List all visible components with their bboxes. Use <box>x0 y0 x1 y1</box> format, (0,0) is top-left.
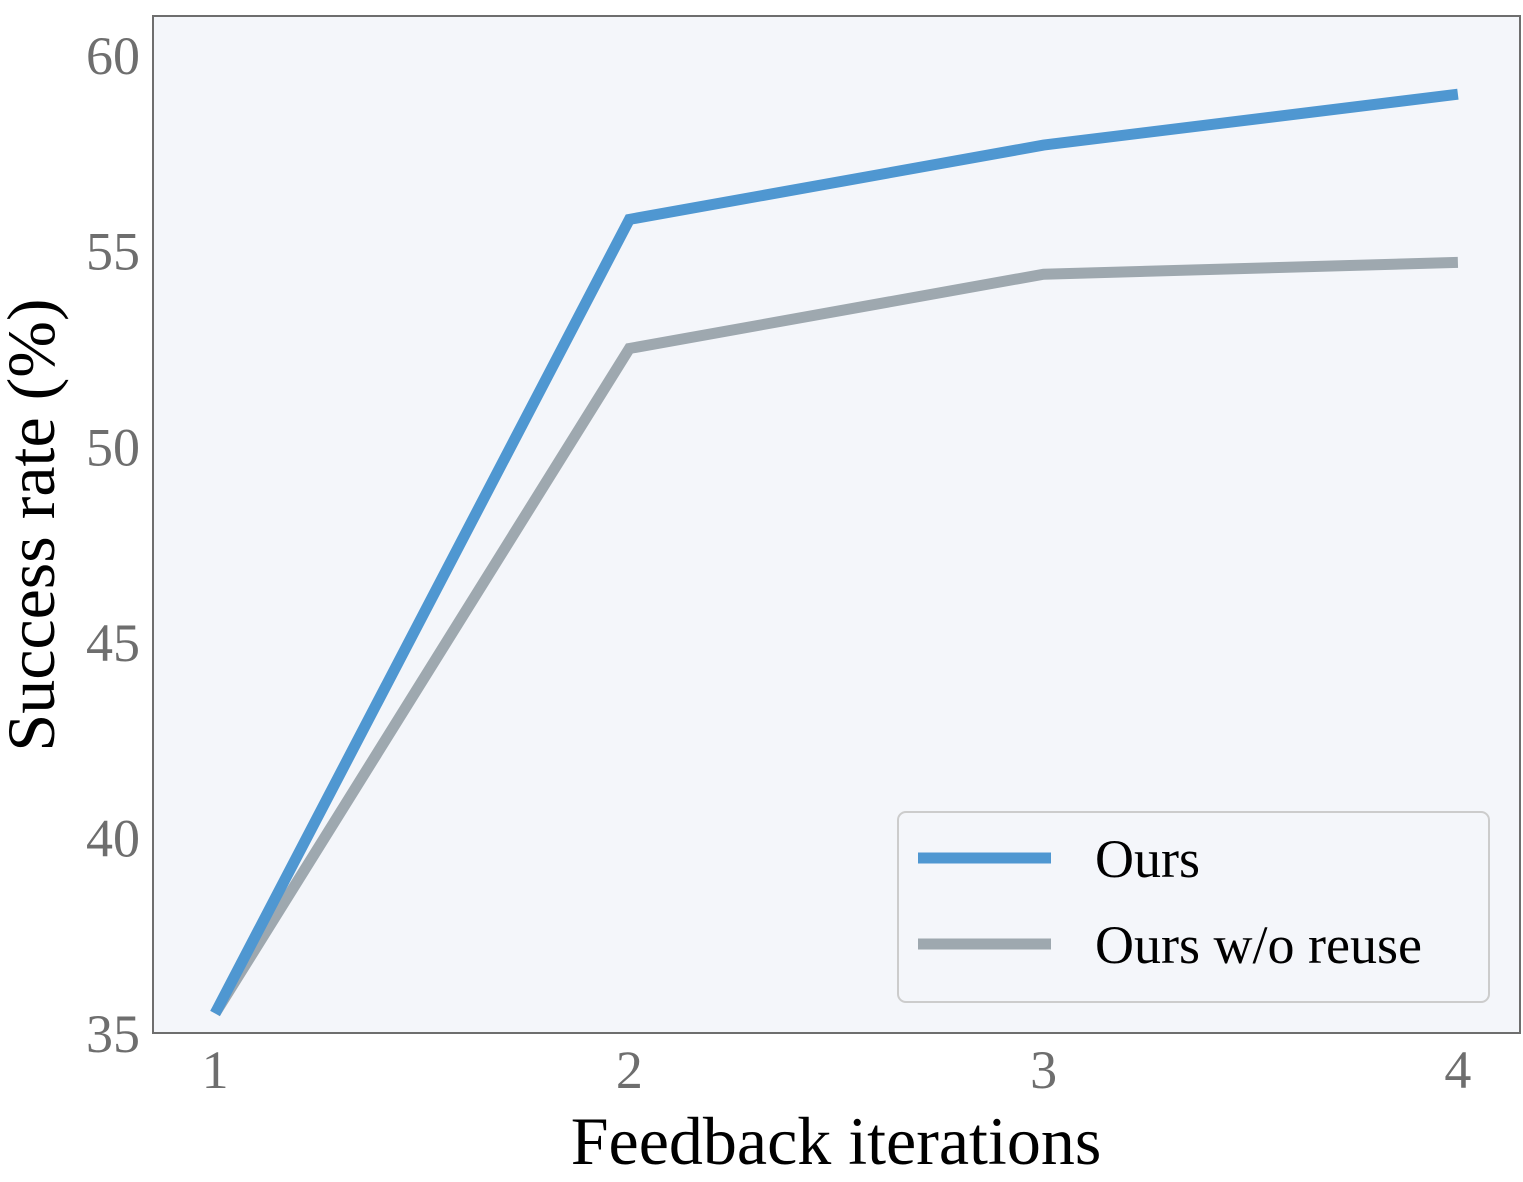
series-line-2 <box>210 256 1459 1017</box>
y-tick-label: 60 <box>86 26 140 86</box>
x-tick-label: 2 <box>616 1040 643 1100</box>
y-axis-label: Success rate (%) <box>0 298 69 751</box>
y-tick-label: 50 <box>86 417 140 477</box>
legend-label-1: Ours <box>1095 829 1200 889</box>
y-tick-labels: 35 40 45 50 55 60 <box>86 26 140 1064</box>
y-tick-label: 40 <box>86 808 140 868</box>
legend-label-2: Ours w/o reuse <box>1095 915 1422 975</box>
y-tick-label: 55 <box>86 222 140 282</box>
y-tick-label: 35 <box>86 1004 140 1064</box>
plot-frame <box>152 15 1521 1034</box>
x-axis-label: Feedback iterations <box>571 1103 1102 1179</box>
series-layer <box>210 88 1459 1017</box>
x-tick-label: 1 <box>202 1040 229 1100</box>
series-line-1 <box>210 88 1459 1016</box>
x-tick-label: 4 <box>1444 1040 1471 1100</box>
legend: Ours Ours w/o reuse <box>897 811 1490 1003</box>
x-tick-labels: 1 2 3 4 <box>202 1040 1472 1100</box>
y-tick-label: 45 <box>86 613 140 673</box>
legend-entries: Ours Ours w/o reuse <box>918 829 1422 975</box>
x-tick-label: 3 <box>1030 1040 1057 1100</box>
